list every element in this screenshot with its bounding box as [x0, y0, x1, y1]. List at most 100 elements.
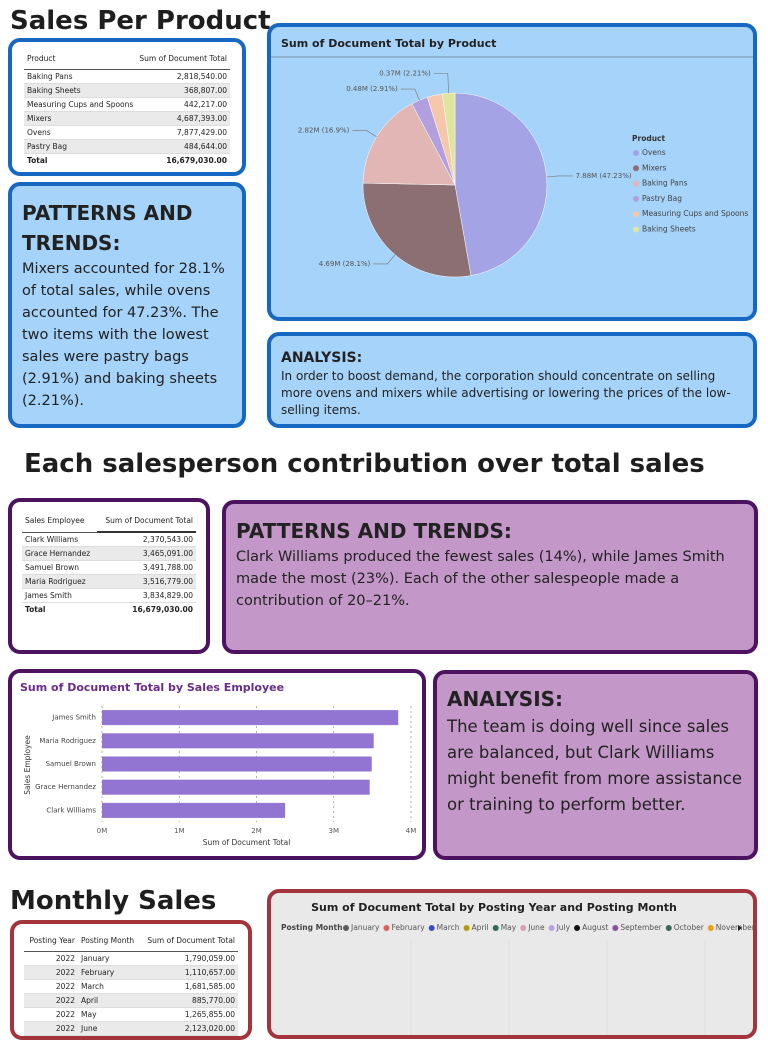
legend-label: June	[527, 923, 545, 932]
table-cell: 885,770.00	[192, 996, 235, 1005]
leader-line	[400, 88, 420, 101]
text-card: ANALYSIS: In order to boost demand, the …	[267, 332, 757, 428]
monthly-table: Posting Year Posting Month Sum of Document…	[24, 934, 238, 1036]
table-row: Grace Hernandez 3,465,091.00	[22, 546, 196, 561]
column-header: Sum of Document Total	[147, 936, 235, 945]
table-row: James Smith 3,834,829.00	[22, 589, 196, 603]
table-row: Baking Sheets 368,807.00	[24, 83, 230, 98]
heading: Sales Per Product	[10, 6, 271, 36]
legend-swatch	[343, 925, 349, 931]
table-card: Posting Year Posting Month Sum of Document…	[10, 920, 252, 1040]
header-row: Product Sum of Document Total	[24, 52, 230, 70]
text-card: ANALYSIS: The team is doing well since s…	[433, 670, 758, 860]
total-row: Total 16,679,030.00	[22, 602, 196, 617]
table-card: Sales Employee Sum of Document Total Clark…	[8, 498, 210, 654]
pie-slice	[362, 182, 472, 278]
legend-swatch	[520, 925, 527, 931]
chart-card: Sum of Document Total by Product 7.88M (4…	[267, 23, 757, 321]
table-cell: 4,687,393.00	[176, 114, 227, 123]
table-cell: 16,679,030.00	[132, 605, 193, 614]
chart-title: Sum of Document Total by Sales Employee	[20, 681, 284, 694]
chart-title: Sum of Document Total by Posting Year an…	[311, 901, 677, 914]
table-row: 2022 April 885,770.00	[24, 993, 238, 1008]
data-label: 0.37M (2.21%)	[379, 69, 431, 77]
header-row: Sales Employee Sum of Document Total	[22, 514, 196, 533]
legend-swatch	[548, 925, 555, 931]
text-card: PATTERNS AND TRENDS: Mixers accounted fo…	[8, 182, 246, 428]
legend-swatch	[707, 925, 714, 931]
legend-swatch	[612, 925, 619, 931]
legend-swatch	[633, 150, 639, 156]
heading: Monthly Sales	[10, 886, 217, 916]
table-cell: April	[81, 996, 99, 1005]
table-cell: 2022	[55, 954, 75, 963]
table-cell: 368,807.00	[184, 86, 227, 95]
legend-label: Pastry Bag	[642, 194, 682, 203]
bar	[102, 710, 399, 726]
table-cell: 1,265,855.00	[184, 1010, 235, 1019]
column-header: Sum of Document Total	[97, 514, 196, 533]
legend-label: November	[716, 923, 753, 932]
table-cell: Baking Sheets	[27, 86, 81, 95]
column-header: Product	[27, 54, 56, 63]
pie-chart: Sum of Document Total by Product 7.88M (4…	[271, 37, 753, 278]
table-cell: 442,217.00	[184, 100, 227, 109]
legend-title: Product	[632, 134, 666, 143]
legend-swatch	[633, 195, 639, 202]
table-cell: Mixers	[27, 114, 52, 123]
table-cell: 1,790,059.00	[184, 954, 235, 963]
x-tick-label: 3M	[329, 827, 340, 835]
table-row: Measuring Cups and Spoons 442,217.00	[24, 98, 230, 112]
table-cell: Ovens	[27, 128, 51, 137]
data-label: 7.88M (47.23%)	[576, 172, 632, 180]
card-text: Clark Williams produced the fewest sales…	[236, 549, 725, 609]
legend-swatch	[665, 925, 672, 931]
table-cell: Maria Rodriguez	[25, 577, 86, 586]
header-row: Posting Year Posting Month Sum of Document…	[24, 934, 238, 952]
bar	[102, 779, 370, 795]
y-tick-label: Clark Williams	[46, 806, 96, 814]
leader-line	[373, 254, 396, 265]
table-row: Ovens 7,877,429.00	[24, 126, 230, 140]
chart-card: Sum of Document Total by Sales Employee 0…	[8, 669, 426, 860]
table-row: Maria Rodriguez 3,516,779.00	[22, 574, 196, 589]
card-text: The team is doing well since sales are b…	[447, 717, 743, 814]
column-header: Posting Month	[81, 936, 135, 945]
bar	[102, 756, 372, 772]
leader-line	[352, 130, 377, 138]
legend-label: August	[582, 923, 608, 932]
table-cell: 2,818,540.00	[176, 72, 227, 81]
table-cell: 3,834,829.00	[142, 591, 193, 600]
table-cell: Baking Pans	[27, 72, 73, 81]
table-cell: 7,877,429.00	[176, 128, 227, 137]
table-cell: 3,516,779.00	[142, 577, 193, 586]
x-tick-label: 2M	[251, 827, 262, 835]
data-label: 2.82M (16.9%)	[298, 126, 350, 134]
chart-card: Sum of Document Total by Posting Year an…	[267, 889, 757, 1039]
legend-swatch	[428, 925, 435, 931]
card-title: ANALYSIS:	[447, 687, 564, 711]
y-tick-label: Samuel Brown	[46, 760, 96, 768]
legend-swatch	[633, 165, 639, 172]
table-cell: 3,491,788.00	[142, 563, 193, 572]
x-tick-label: 0M	[97, 827, 108, 835]
legend-label: Measuring Cups and Spoons	[642, 209, 748, 218]
legend-label: July	[556, 923, 571, 932]
data-label: 0.48M (2.91%)	[346, 85, 398, 93]
employee-table: Sales Employee Sum of Document Total Clark…	[22, 514, 196, 616]
table-cell: January	[81, 954, 110, 963]
column-header: Sales Employee	[25, 516, 85, 526]
table-cell: Total	[25, 605, 46, 614]
bar	[102, 802, 286, 818]
table-row: 2022 May 1,265,855.00	[24, 1008, 238, 1022]
table-cell: 2022	[55, 968, 75, 977]
data-label: 4.69M (28.1%)	[319, 260, 371, 268]
table-cell: 1,681,585.00	[184, 982, 235, 991]
y-tick-label: James Smith	[51, 714, 96, 722]
table-row: 2022 February 1,110,657.00	[24, 965, 238, 980]
y-tick-label: Maria Rodriguez	[39, 737, 96, 745]
column-header: Sum of Document Total	[139, 54, 227, 63]
table-cell: Grace Hernandez	[25, 549, 91, 558]
table-cell: February	[81, 968, 115, 977]
bar	[102, 733, 374, 749]
